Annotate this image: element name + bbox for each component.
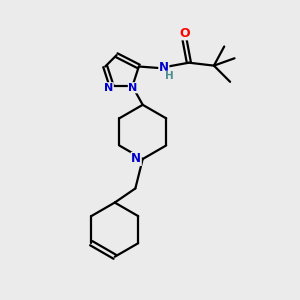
Text: N: N [131,152,141,166]
Text: H: H [165,71,173,81]
Text: N: N [128,83,138,93]
Text: N: N [159,61,169,74]
Text: O: O [179,27,190,40]
Text: N: N [104,83,113,93]
